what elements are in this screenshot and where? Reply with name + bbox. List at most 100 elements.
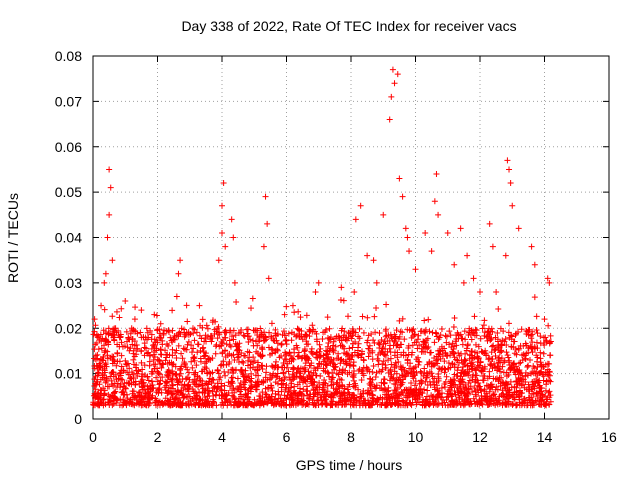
data-point [130,371,137,378]
data-point [494,367,501,374]
data-point [349,344,356,351]
data-point [399,379,406,386]
data-point [444,352,451,359]
data-point [427,400,434,407]
data-point [433,170,440,177]
data-point [408,402,415,409]
data-point [123,328,130,335]
data-point [431,386,438,393]
data-point [461,356,468,363]
data-point [167,334,174,341]
data-point [349,326,356,333]
data-point [259,389,266,396]
data-point [227,343,234,350]
data-point [299,365,306,372]
data-point [457,225,464,232]
data-point [117,334,124,341]
data-point [180,394,187,401]
data-point [469,389,476,396]
data-point [350,370,357,377]
data-point [327,334,334,341]
data-point [249,337,256,344]
data-point [249,295,256,302]
data-point [223,396,230,403]
data-point [228,380,235,387]
data-point [444,229,451,236]
data-point [321,397,328,404]
data-point [278,402,285,409]
data-point [328,378,335,385]
data-point [523,342,530,349]
data-point [268,382,275,389]
data-point [519,372,526,379]
data-point [116,370,123,377]
data-point [503,380,510,387]
data-point [296,327,303,334]
data-point [186,376,193,383]
data-point [442,366,449,373]
data-point [303,400,310,407]
data-point [118,363,125,370]
data-point [167,402,174,409]
data-point [181,360,188,367]
data-point [533,339,540,346]
data-point [445,365,452,372]
data-point [540,373,547,380]
y-tick-label: 0.07 [55,93,82,109]
data-point [272,326,279,333]
data-point [184,382,191,389]
data-point [525,345,532,352]
data-point [191,337,198,344]
data-point [310,393,317,400]
data-point [407,360,414,367]
y-tick-labels: 0 0.01 0.02 0.03 0.04 0.05 0.06 0.07 0.08 [55,48,82,427]
data-point [390,374,397,381]
data-point [516,360,523,367]
data-point [243,326,250,333]
data-point [302,331,309,338]
data-point [177,257,184,264]
data-point [340,297,347,304]
data-point [215,323,222,330]
data-point [489,356,496,363]
data-point [416,342,423,349]
data-point [401,336,408,343]
data-point [464,341,471,348]
data-point [324,351,331,358]
data-point [138,334,145,341]
data-point [476,362,483,369]
data-point [295,364,302,371]
data-point [116,402,123,409]
data-point [505,371,512,378]
data-point [446,341,453,348]
data-point [463,345,470,352]
data-point [92,341,99,348]
data-point [141,362,148,369]
data-point [514,381,521,388]
data-point [127,398,134,405]
data-point [251,396,258,403]
data-point [365,399,372,406]
data-point [441,381,448,388]
data-point [281,400,288,407]
data-point [410,393,417,400]
x-tick-label: 0 [89,429,97,445]
data-point [342,398,349,405]
data-point [523,330,530,337]
data-point [370,337,377,344]
data-point [179,355,186,362]
data-point [394,341,401,348]
data-point [296,373,303,380]
data-point [240,332,247,339]
data-point [163,371,170,378]
data-point [151,353,158,360]
data-point [454,357,461,364]
data-point [345,396,352,403]
data-point [489,343,496,350]
data-point [450,401,457,408]
data-point [522,373,529,380]
data-point [95,396,102,403]
data-point [185,401,192,408]
data-point [228,352,235,359]
data-point [240,396,247,403]
